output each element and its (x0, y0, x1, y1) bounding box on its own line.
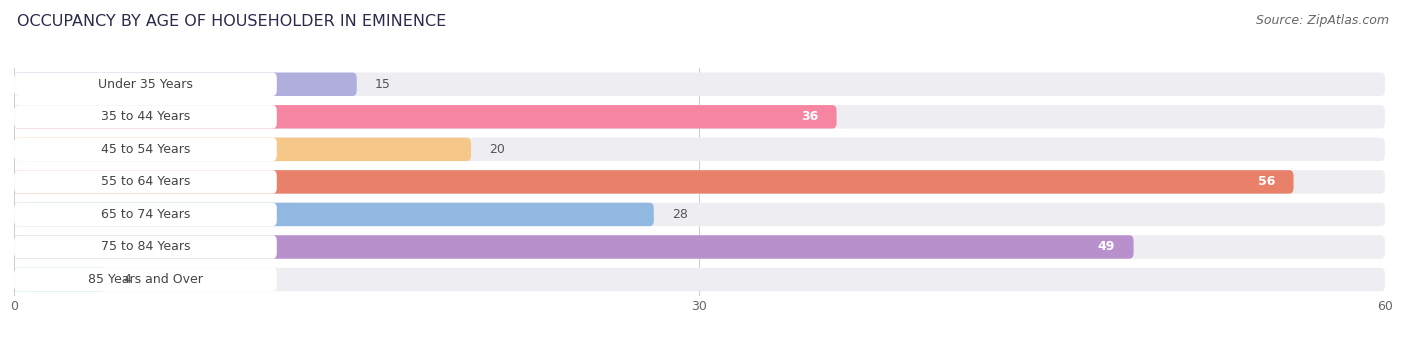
FancyBboxPatch shape (14, 72, 277, 96)
FancyBboxPatch shape (14, 105, 277, 129)
FancyBboxPatch shape (14, 105, 837, 129)
Text: 28: 28 (672, 208, 688, 221)
FancyBboxPatch shape (14, 235, 1133, 259)
FancyBboxPatch shape (14, 170, 1385, 193)
FancyBboxPatch shape (14, 72, 357, 96)
FancyBboxPatch shape (14, 72, 1385, 96)
FancyBboxPatch shape (14, 203, 277, 226)
Text: 56: 56 (1258, 175, 1275, 188)
Text: 49: 49 (1098, 240, 1115, 254)
FancyBboxPatch shape (14, 203, 654, 226)
Text: 65 to 74 Years: 65 to 74 Years (101, 208, 190, 221)
Text: 75 to 84 Years: 75 to 84 Years (101, 240, 190, 254)
Text: 4: 4 (124, 273, 132, 286)
FancyBboxPatch shape (14, 170, 1294, 193)
Text: 20: 20 (489, 143, 505, 156)
FancyBboxPatch shape (14, 268, 1385, 291)
Text: 35 to 44 Years: 35 to 44 Years (101, 110, 190, 123)
FancyBboxPatch shape (14, 268, 105, 291)
FancyBboxPatch shape (14, 138, 277, 161)
Text: 45 to 54 Years: 45 to 54 Years (101, 143, 190, 156)
FancyBboxPatch shape (14, 170, 277, 193)
FancyBboxPatch shape (14, 138, 1385, 161)
FancyBboxPatch shape (14, 105, 1385, 129)
Text: 85 Years and Over: 85 Years and Over (89, 273, 202, 286)
Text: 55 to 64 Years: 55 to 64 Years (101, 175, 190, 188)
Text: 36: 36 (801, 110, 818, 123)
Text: Source: ZipAtlas.com: Source: ZipAtlas.com (1256, 14, 1389, 27)
FancyBboxPatch shape (14, 235, 1385, 259)
FancyBboxPatch shape (14, 235, 277, 259)
Text: 15: 15 (375, 78, 391, 91)
FancyBboxPatch shape (14, 138, 471, 161)
Text: Under 35 Years: Under 35 Years (98, 78, 193, 91)
FancyBboxPatch shape (14, 268, 277, 291)
FancyBboxPatch shape (14, 203, 1385, 226)
Text: OCCUPANCY BY AGE OF HOUSEHOLDER IN EMINENCE: OCCUPANCY BY AGE OF HOUSEHOLDER IN EMINE… (17, 14, 446, 29)
